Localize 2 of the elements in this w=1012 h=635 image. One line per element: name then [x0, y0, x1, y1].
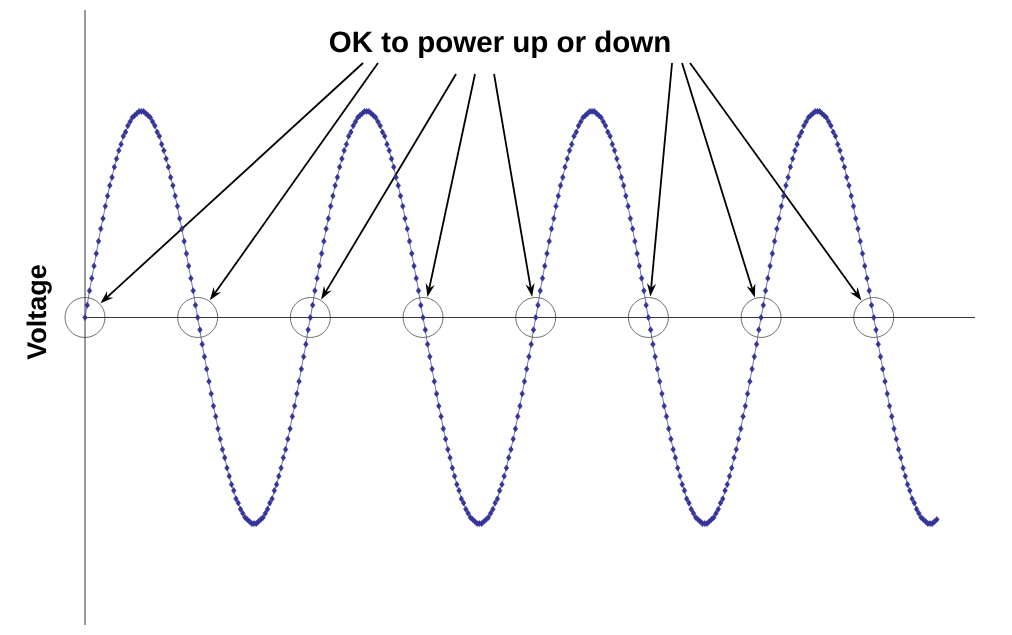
y-axis-title: Voltage — [26, 265, 52, 360]
text: OK to power up or down — [329, 30, 670, 59]
